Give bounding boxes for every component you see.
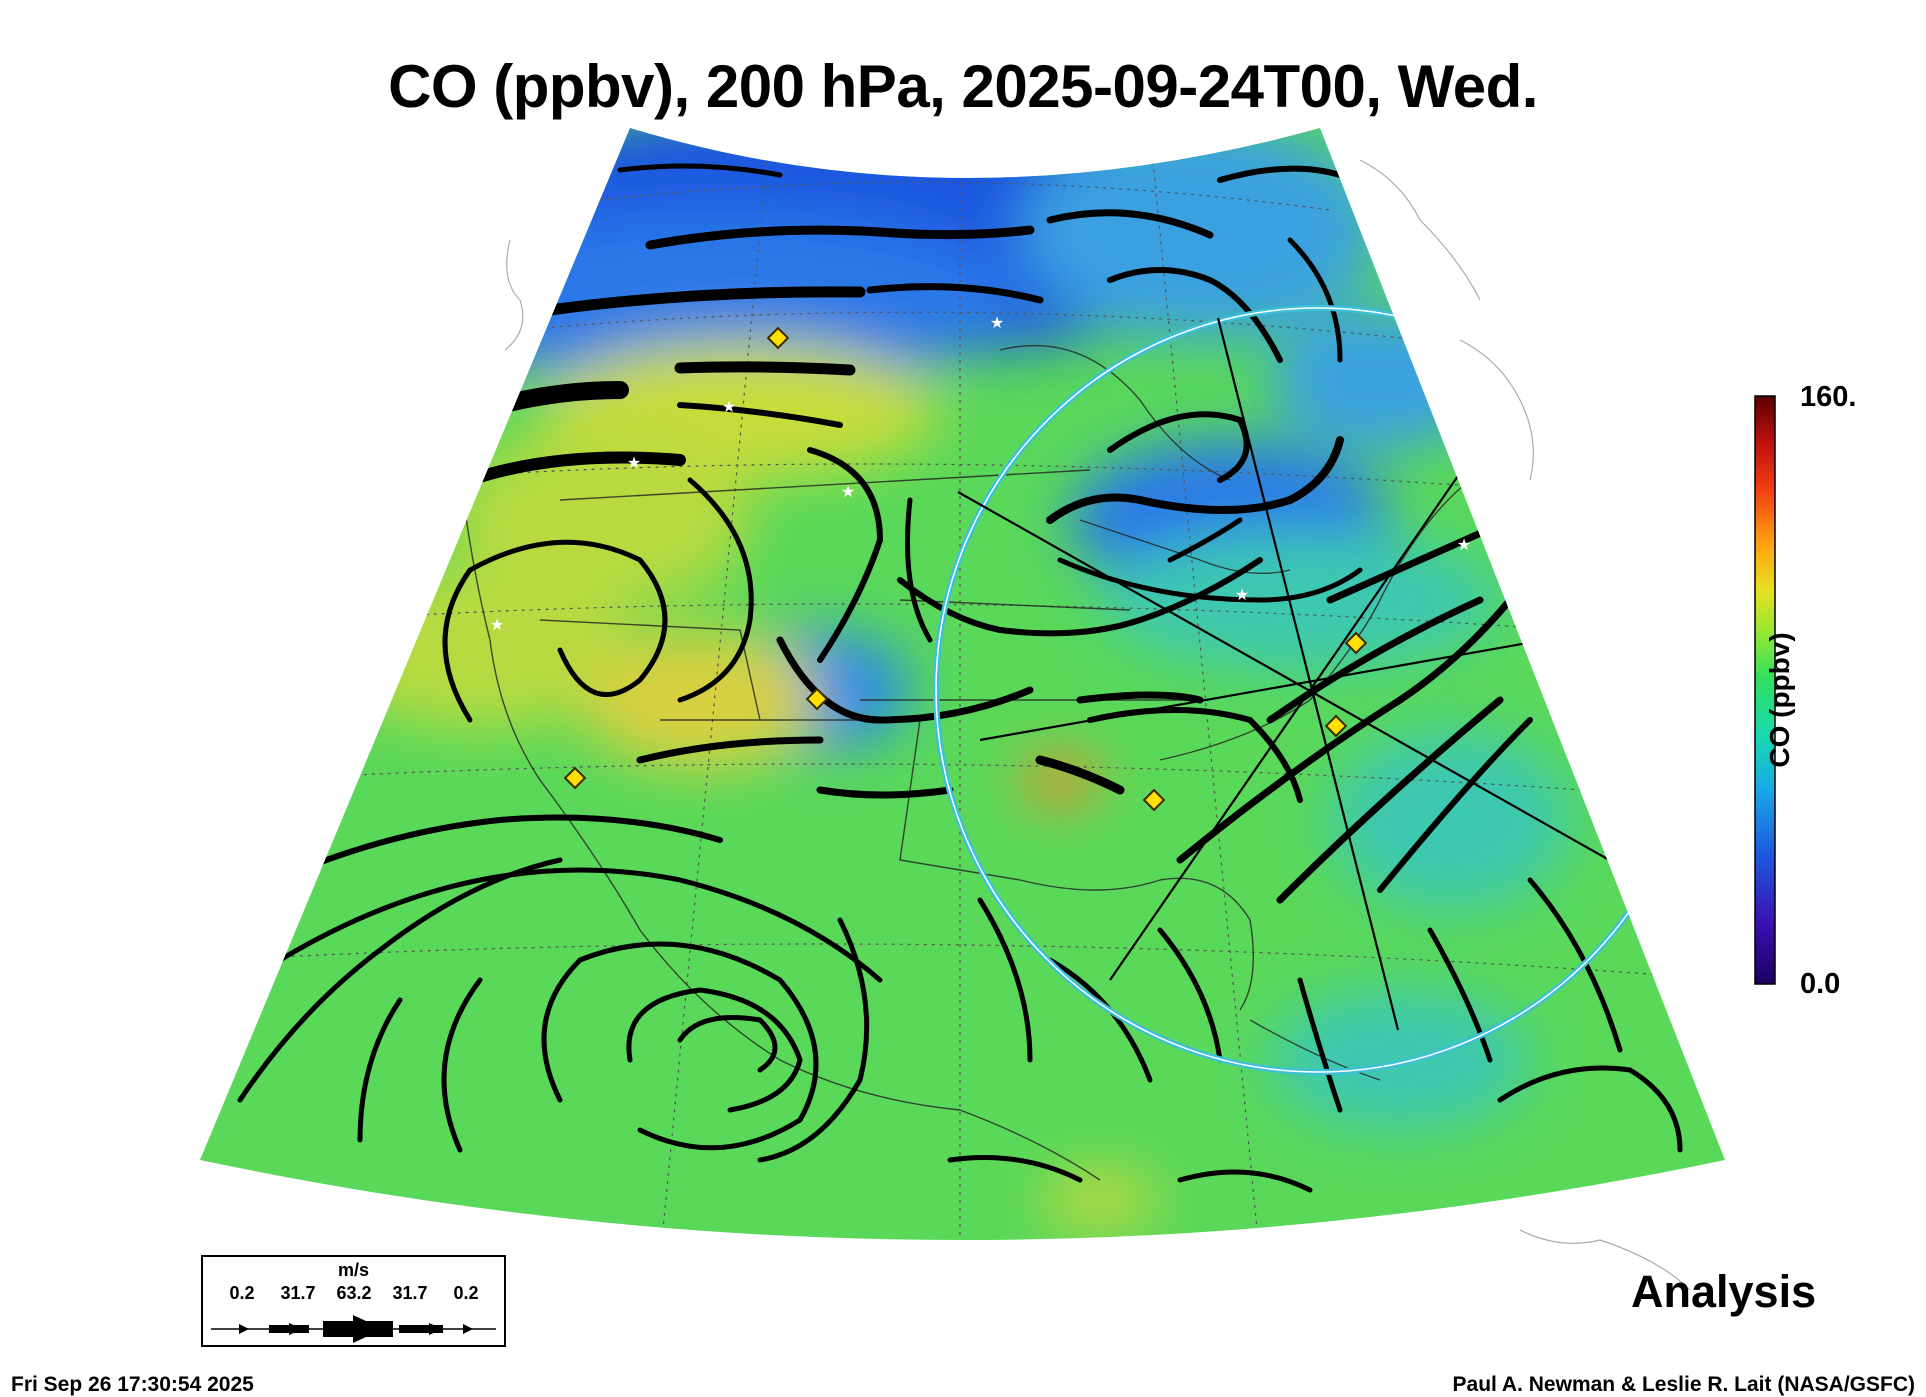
- render-timestamp: Fri Sep 26 17:30:54 2025: [11, 1373, 254, 1396]
- analysis-label: Analysis: [1631, 1266, 1817, 1317]
- svg-text:★: ★: [490, 615, 504, 634]
- svg-text:★: ★: [722, 397, 736, 416]
- svg-text:★: ★: [627, 453, 641, 472]
- wind-legend-unit: m/s: [337, 1260, 370, 1280]
- co-field: ★ ★ ★ ★ ★ ★ ★: [200, 128, 1725, 1240]
- wind-legend-speed: 63.2: [336, 1283, 372, 1303]
- svg-text:★: ★: [1457, 535, 1471, 554]
- wind-legend-arrows: [211, 1315, 496, 1343]
- svg-text:★: ★: [841, 482, 855, 501]
- wind-legend-speed: 31.7: [392, 1283, 428, 1303]
- wind-speed-legend: m/s 0.2 31.7 63.2 31.7 0.2: [201, 1255, 506, 1347]
- station-markers: [563, 326, 1368, 812]
- wind-legend-speed: 31.7: [280, 1283, 316, 1303]
- svg-text:★: ★: [990, 313, 1004, 332]
- colorbar-title: CO (ppbv): [1764, 632, 1795, 768]
- map-title: CO (ppbv), 200 hPa, 2025-09-24T00, Wed.: [388, 53, 1538, 120]
- svg-text:★: ★: [1235, 585, 1249, 604]
- wind-legend-speed: 0.2: [229, 1283, 255, 1303]
- site-stars: ★ ★ ★ ★ ★ ★ ★: [490, 313, 1471, 634]
- colorbar-min-label: 0.0: [1800, 968, 1841, 1000]
- colorbar: [1754, 395, 1776, 985]
- wind-legend-speed: 0.2: [453, 1283, 479, 1303]
- colorbar-max-label: 160.: [1800, 381, 1857, 413]
- author-credit: Paul A. Newman & Leslie R. Lait (NASA/GS…: [1452, 1373, 1915, 1396]
